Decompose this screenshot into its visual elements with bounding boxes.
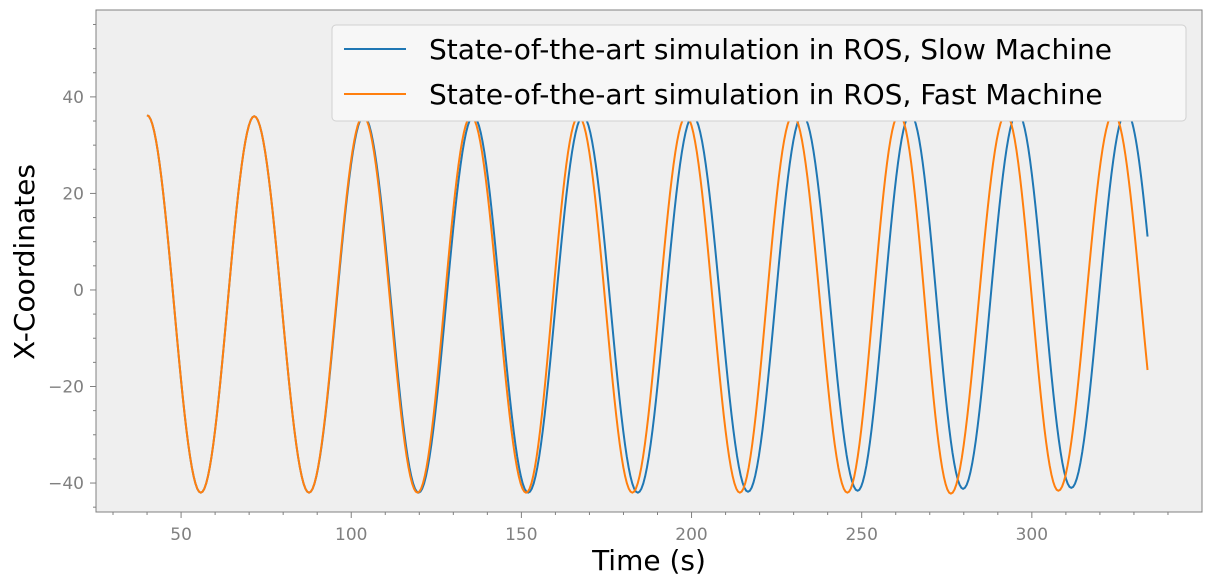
y-axis-label: X-Coordinates — [8, 164, 41, 360]
x-axis-label: Time (s) — [591, 544, 706, 577]
plot-frame — [95, 9, 1203, 513]
legend-box — [331, 24, 1187, 122]
x-tick-label: 50 — [170, 525, 192, 545]
axes-layer: 50 100 150 200 250 300 −40 −20 0 20 40 — [48, 23, 1169, 545]
y-tick-label: −20 — [48, 378, 84, 398]
y-tick-label: 40 — [62, 88, 84, 108]
x-tick-label: 100 — [335, 525, 367, 545]
y-tick-label: 20 — [62, 184, 84, 204]
x-tick-label: 300 — [1016, 525, 1048, 545]
x-tick-label: 200 — [675, 525, 707, 545]
legend: State-of-the-art simulation in ROS, Slow… — [331, 24, 1187, 122]
x-tick-label: 150 — [505, 525, 537, 545]
legend-label-fast-machine: State-of-the-art simulation in ROS, Fast… — [429, 78, 1103, 111]
y-tick-label: 0 — [73, 281, 84, 301]
legend-label-slow-machine: State-of-the-art simulation in ROS, Slow… — [429, 33, 1112, 66]
series-layer — [146, 110, 1149, 495]
series-line-fast-machine — [146, 112, 1149, 495]
y-tick-label: −40 — [48, 474, 84, 494]
x-tick-label: 250 — [845, 525, 877, 545]
